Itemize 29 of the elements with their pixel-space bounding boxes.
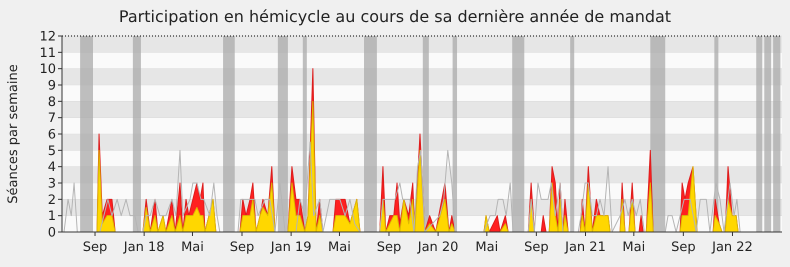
y-tick-label: 12	[39, 30, 56, 45]
y-tick-label: 4	[48, 160, 56, 176]
x-tick-label: Mai	[475, 240, 498, 255]
x-tick-label: Jan 18	[122, 240, 165, 255]
y-tick-label: 1	[48, 209, 56, 224]
x-tick-label: Mai	[328, 240, 351, 255]
chart-title: Participation en hémicycle au cours de sa dernière année de mandat	[118, 7, 672, 26]
x-tick-label: Jan 20	[416, 240, 458, 255]
y-tick-label: 9	[48, 78, 56, 94]
y-axis-title: Séances par semaine	[6, 64, 21, 204]
y-tick-label: 2	[48, 192, 56, 208]
y-tick-label: 10	[39, 62, 56, 78]
x-tick-label: Sep	[671, 240, 696, 255]
y-tick-label: 11	[39, 46, 56, 61]
x-tick-label: Sep	[82, 240, 108, 255]
y-tick-label: 5	[48, 144, 56, 159]
y-tick-label: 0	[48, 226, 56, 241]
y-tick-label: 8	[48, 94, 56, 110]
x-tick-label: Mai	[181, 240, 204, 255]
x-tick-label: Jan 21	[564, 240, 606, 255]
x-tick-label: Jan 22	[711, 240, 753, 255]
x-tick-label: Sep	[524, 240, 549, 255]
x-tick-label: Sep	[376, 240, 402, 255]
x-tick-label: Sep	[230, 240, 254, 255]
y-tick-label: 3	[48, 176, 56, 192]
y-tick-label: 7	[48, 111, 56, 126]
x-tick-label: Mai	[622, 240, 646, 255]
x-tick-label: Jan 19	[270, 240, 312, 255]
y-tick-label: 6	[48, 128, 56, 143]
